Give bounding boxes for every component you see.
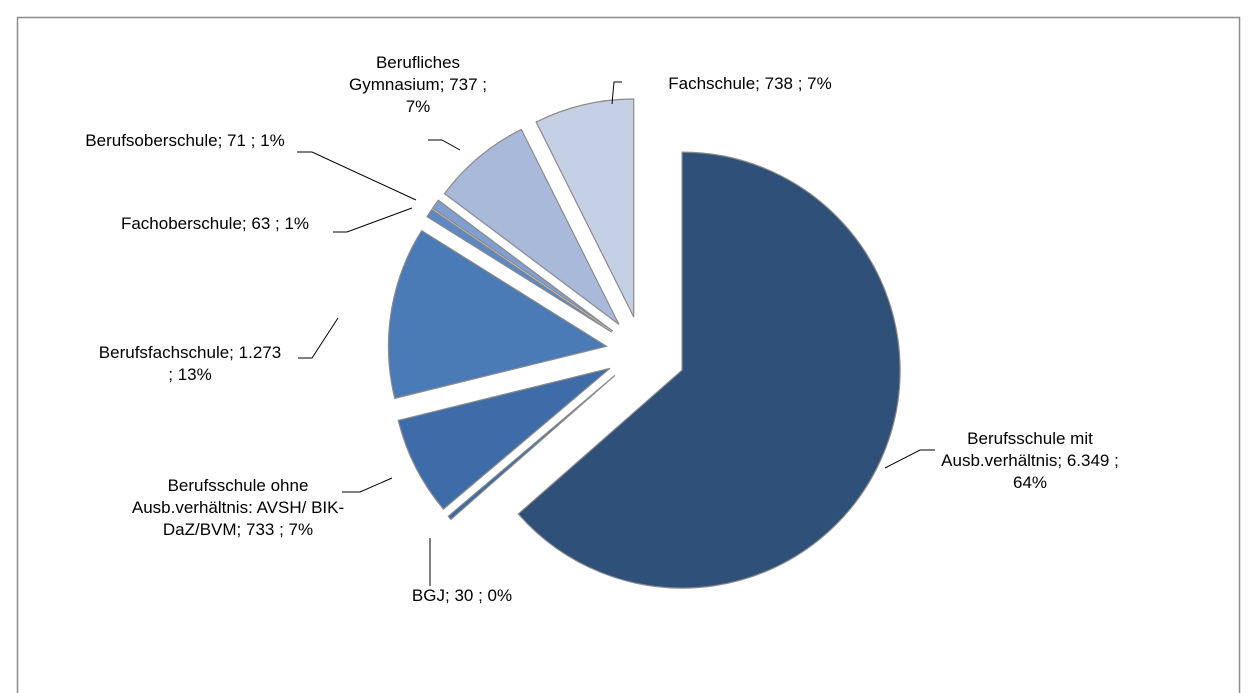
value-label: 30 ; 0% (454, 586, 513, 605)
data-label: Fachoberschule; 63 ; 1% (95, 213, 335, 235)
category-label: BGJ; (411, 586, 450, 605)
data-label: Berufsfachschule; 1.273 ; 13% (95, 342, 285, 386)
pie-slice (431, 199, 614, 332)
category-label: Berufsschule ohne Ausb.verhältnis: AVSH/… (131, 476, 345, 539)
data-label: Fachschule; 738 ; 7% (600, 73, 900, 95)
data-label: Berufsschule mit Ausb.verhältnis; 6.349 … (935, 428, 1125, 494)
pie-slice (426, 208, 613, 333)
category-label: Fachoberschule; (120, 214, 247, 233)
category-label: Berufliches Gymnasium; (349, 53, 461, 94)
data-label: Berufsoberschule; 71 ; 1% (65, 130, 305, 152)
leader-line (884, 449, 935, 469)
value-label: 738 ; 7% (764, 74, 832, 93)
value-label: 1.273 ; 13% (168, 343, 282, 384)
value-label: 6.349 ; 64% (1012, 451, 1119, 492)
chart-border (16, 16, 1241, 693)
data-label: Berufsschule ohne Ausb.verhältnis: AVSH/… (131, 475, 346, 541)
category-label: Berufsschule mit Ausb.verhältnis; (941, 429, 1093, 470)
value-label: 63 ; 1% (251, 214, 310, 233)
data-label: BGJ; 30 ; 0% (362, 585, 562, 607)
leader-line (342, 477, 393, 493)
pie-slice (447, 375, 616, 521)
leader-line (611, 81, 622, 105)
pie-slice (517, 151, 901, 589)
leader-line (297, 151, 417, 201)
category-label: Fachschule; (668, 74, 760, 93)
pie-slice (397, 367, 611, 510)
category-label: Berufsfachschule; (98, 343, 234, 362)
category-label: Berufsoberschule; (85, 131, 223, 150)
value-label: 733 ; 7% (246, 520, 314, 539)
leader-line (298, 317, 339, 359)
value-label: 737 ; 7% (405, 75, 487, 116)
pie-slice (387, 229, 608, 400)
pie-slice (535, 98, 635, 318)
leader-line (428, 139, 461, 151)
data-label: Berufliches Gymnasium; 737 ; 7% (343, 52, 493, 118)
value-label: 71 ; 1% (227, 131, 285, 150)
leader-line (333, 207, 413, 233)
pie-slice (443, 128, 620, 325)
